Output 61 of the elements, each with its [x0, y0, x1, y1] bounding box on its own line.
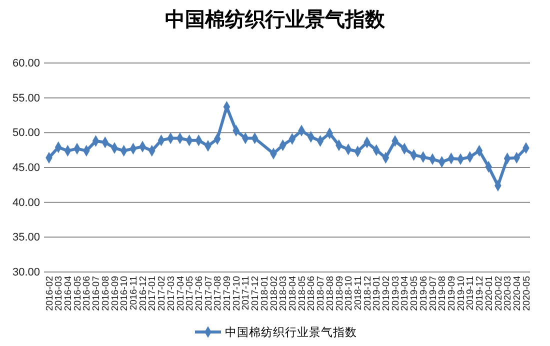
x-tick-label: 2020-05: [521, 276, 532, 311]
x-tick-label: 2019-05: [409, 276, 420, 311]
x-tick-label: 2018-11: [352, 276, 364, 310]
x-tick-label: 2018-07: [316, 276, 327, 311]
x-tick-label: 2019-03: [390, 276, 402, 311]
x-tick-label: 2016-06: [82, 276, 93, 311]
x-tick-label: 2018-02: [268, 276, 280, 311]
x-tick-label: 2016-02: [44, 276, 56, 311]
x-tick-label: 2018-09: [334, 276, 346, 311]
x-tick-label: 2016-04: [63, 276, 74, 311]
x-tick-label: 2017-06: [194, 276, 205, 311]
x-tick-label: 2018-12: [362, 276, 374, 311]
x-tick-label: 2017-08: [212, 276, 224, 311]
x-tick-label: 2017-02: [156, 276, 168, 311]
x-tick-label: 2019-12: [474, 276, 486, 311]
x-tick-label: 2016-09: [110, 276, 121, 311]
x-tick-label: 2019-04: [400, 276, 411, 311]
x-tick-label: 2019-11: [465, 276, 476, 310]
x-tick-label: 2018-06: [306, 276, 318, 311]
x-tick-label: 2016-11: [128, 276, 140, 310]
x-tick-label: 2016-03: [54, 276, 65, 311]
x-tick-label: 2017-11: [240, 276, 252, 310]
x-tick-label: 2017-10: [231, 276, 242, 311]
y-tick-label: 55.00: [12, 92, 40, 104]
x-tick-label: 2019-01: [372, 276, 383, 311]
x-tick-label: 2017-01: [147, 276, 158, 311]
x-tick-label: 2019-06: [418, 276, 430, 311]
x-tick-label: 2019-10: [456, 276, 467, 311]
y-tick-label: 45.00: [12, 162, 40, 174]
x-tick-label: 2017-12: [250, 276, 262, 311]
x-tick-label: 2017-05: [184, 276, 196, 311]
x-tick-label: 2017-04: [175, 276, 186, 311]
x-tick-label: 2016-12: [138, 276, 149, 311]
x-tick-label: 2016-05: [72, 276, 84, 311]
x-tick-label: 2017-03: [166, 276, 177, 311]
legend-label: 中国棉纺织行业景气指数: [225, 325, 357, 339]
x-tick-label: 2018-01: [259, 276, 270, 311]
x-tick-label: 2018-08: [324, 276, 336, 311]
y-tick-label: 30.00: [12, 266, 40, 279]
x-tick-label: 2019-08: [437, 276, 448, 311]
x-tick-label: 2020-01: [484, 276, 495, 311]
x-tick-label: 2019-07: [428, 276, 439, 311]
y-tick-label: 35.00: [12, 232, 40, 244]
x-tick-label: 2020-03: [502, 276, 514, 311]
x-tick-label: 2018-10: [344, 276, 355, 311]
x-tick-label: 2017-07: [203, 276, 214, 311]
x-tick-label: 2016-08: [100, 276, 112, 311]
x-tick-label: 2020-04: [512, 276, 523, 311]
x-tick-label: 2016-07: [91, 276, 102, 311]
chart-title: 中国棉纺织行业景气指数: [165, 7, 386, 31]
x-tick-label: 2020-02: [493, 276, 504, 311]
x-tick-label: 2019-09: [446, 276, 458, 311]
x-tick-label: 2019-02: [381, 276, 392, 311]
x-tick-label: 2018-05: [296, 276, 308, 311]
x-tick-label: 2018-04: [288, 276, 298, 311]
y-tick-label: 60.00: [12, 58, 40, 70]
x-tick-label: 2016-10: [119, 276, 130, 311]
y-tick-label: 50.00: [12, 127, 40, 140]
x-tick-label: 2018-03: [278, 276, 290, 311]
y-tick-label: 40.00: [12, 196, 40, 209]
x-tick-label: 2017-09: [222, 276, 234, 311]
